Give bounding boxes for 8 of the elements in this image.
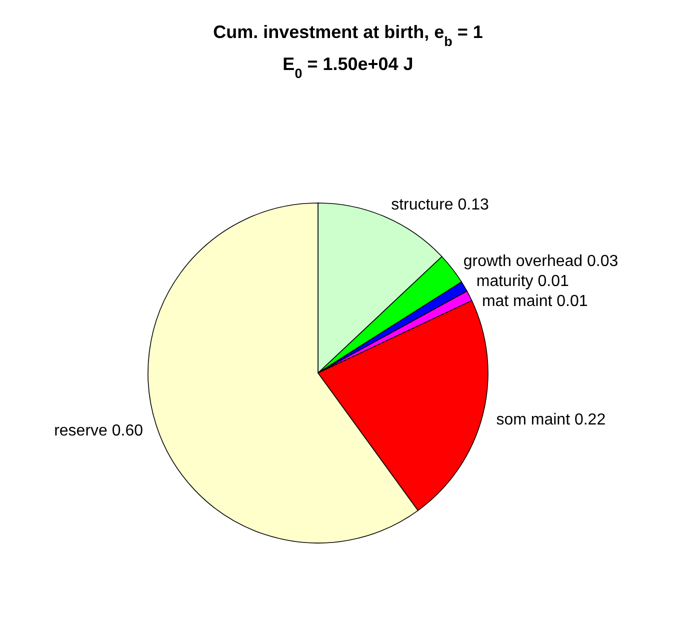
slice-label: som maint 0.22	[496, 411, 606, 428]
slice-label: mat maint 0.01	[482, 292, 588, 310]
slice-label: growth overhead 0.03	[463, 252, 618, 270]
slice-label: maturity 0.01	[476, 272, 569, 290]
slice-label: structure 0.13	[391, 196, 490, 214]
chart-title: Cum. investment at birth, e$_{b}$ = 1	[213, 22, 483, 48]
chart-subtitle: E$_{0}$ = 1.50e+04 J	[282, 54, 414, 80]
slice-label: reserve 0.60	[54, 422, 144, 440]
